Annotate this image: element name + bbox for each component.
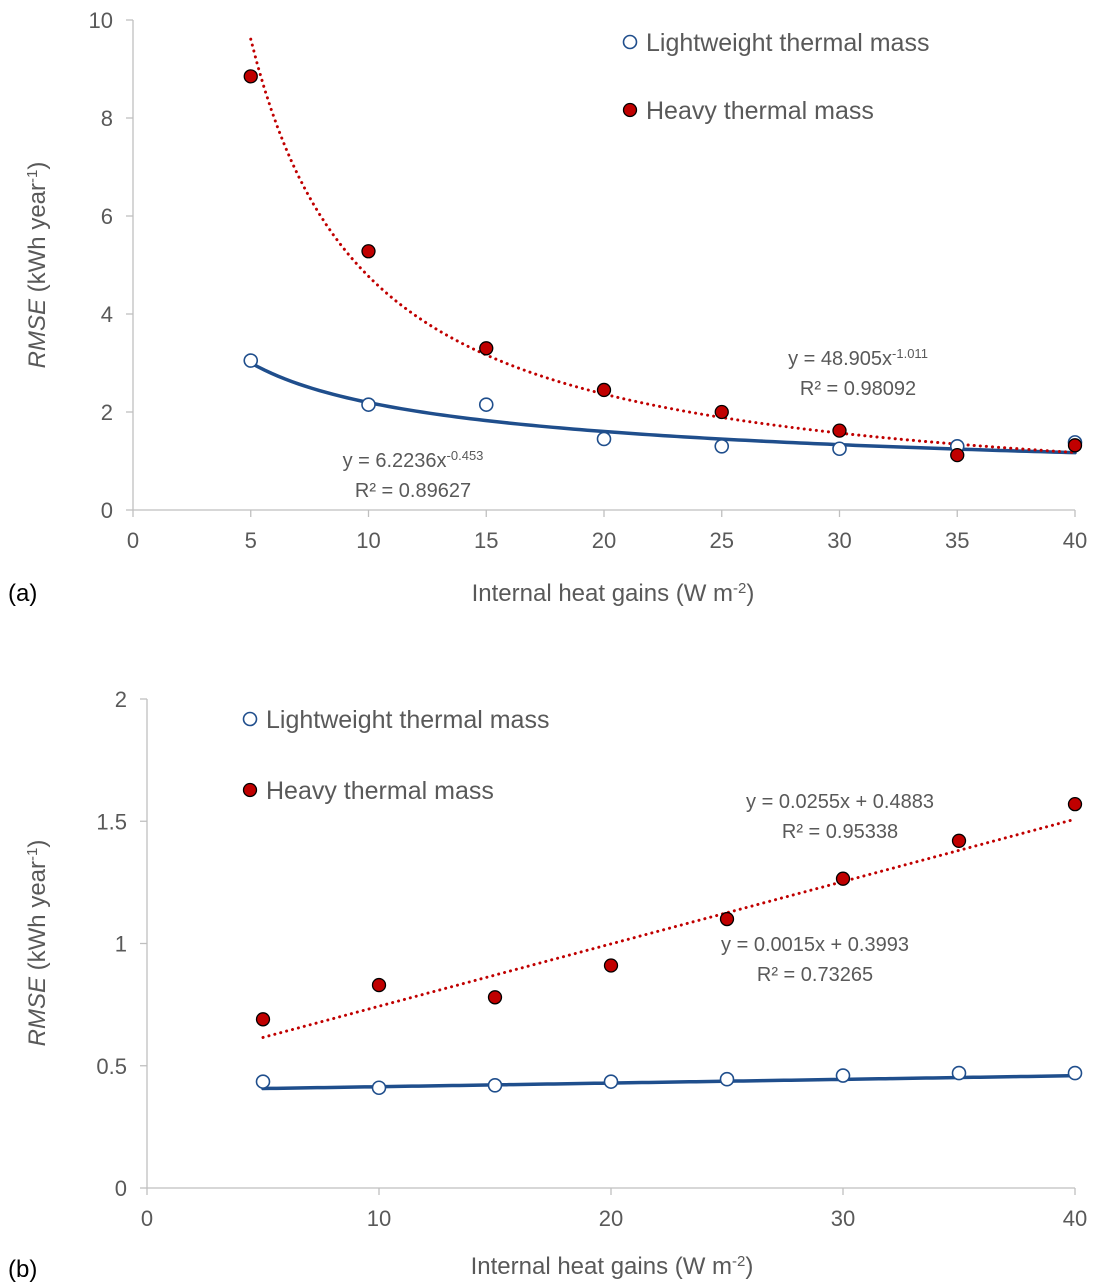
x-axis-title: Internal heat gains (W m-2) (472, 580, 755, 608)
data-point-lightweight (714, 438, 730, 454)
x-tick-label: 10 (356, 528, 380, 553)
x-tick-label: 20 (599, 1206, 623, 1231)
data-point-lightweight (832, 441, 847, 457)
data-point-heavy (255, 1012, 271, 1027)
data-point-heavy (950, 447, 965, 463)
y-tick-label: 1.5 (96, 809, 127, 834)
data-point-heavy (1067, 438, 1083, 453)
data-point-heavy (714, 404, 729, 420)
chart-panel-b: 0 0.5 1 1.5 2 0 10 20 30 40 Internal heat gains (W… (0, 643, 1100, 1287)
x-tick-label: 0 (127, 528, 139, 553)
legend-label-lightweight: Lightweight thermal mass (266, 706, 549, 734)
data-point-heavy (596, 382, 612, 398)
trendline-equation-heavy: y = 0.0255x + 0.4883 (746, 791, 934, 813)
y-tick-label: 4 (101, 302, 113, 327)
y-axis-title: RMSE (kWh year-1) (24, 840, 52, 1047)
x-tick-label: 15 (474, 528, 498, 553)
trendline-r2-lightweight: R² = 0.73265 (757, 964, 873, 986)
x-tick-label: 30 (831, 1206, 855, 1231)
legend-marker-heavy (242, 782, 258, 798)
data-point-heavy (371, 977, 387, 993)
data-point-heavy (243, 69, 258, 84)
data-point-lightweight (719, 1071, 735, 1087)
y-tick-label: 6 (101, 204, 113, 229)
y-tick-label: 0 (115, 1176, 127, 1201)
data-point-lightweight (1067, 1065, 1083, 1081)
data-point-lightweight (361, 397, 376, 412)
data-point-lightweight (371, 1080, 387, 1096)
data-point-heavy (361, 244, 376, 259)
trendline-equation-heavy: y = 48.905x-1.011 (788, 346, 928, 371)
data-point-heavy (719, 911, 735, 927)
legend-marker-heavy (622, 102, 638, 118)
legend-label-heavy: Heavy thermal mass (646, 97, 874, 125)
panel-label: (b) (8, 1256, 37, 1283)
data-point-heavy (487, 990, 503, 1005)
y-tick-label: 8 (101, 106, 113, 131)
trendline-lightweight (249, 361, 1077, 455)
x-tick-label: 10 (367, 1206, 391, 1231)
trendline-r2-lightweight: R² = 0.89627 (355, 480, 471, 502)
data-point-heavy (1067, 796, 1083, 812)
trendline-heavy (249, 37, 1077, 454)
x-axis-title: Internal heat gains (W m-2) (471, 1253, 754, 1281)
x-tick-label: 30 (827, 528, 851, 553)
legend-label-lightweight: Lightweight thermal mass (646, 29, 929, 57)
y-tick-label: 2 (115, 687, 127, 712)
x-tick-label: 40 (1063, 1206, 1087, 1231)
data-point-lightweight (951, 1065, 967, 1081)
x-tick-label: 35 (945, 528, 969, 553)
y-tick-label: 10 (89, 8, 113, 33)
data-point-lightweight (596, 431, 612, 447)
y-tick-label: 0 (101, 498, 113, 523)
data-point-lightweight (487, 1078, 503, 1093)
x-tick-label: 5 (245, 528, 257, 553)
y-tick-label: 0.5 (96, 1054, 127, 1079)
data-point-heavy (832, 423, 847, 438)
data-point-heavy (479, 341, 494, 356)
trendline-r2-heavy: R² = 0.98092 (800, 378, 916, 400)
data-point-lightweight (835, 1068, 851, 1083)
x-tick-label: 0 (141, 1206, 153, 1231)
y-tick-label: 2 (101, 400, 113, 425)
trendline-lightweight (261, 1073, 1077, 1091)
data-point-heavy (835, 871, 851, 886)
data-point-lightweight (478, 397, 494, 412)
trendline-r2-heavy: R² = 0.95338 (782, 821, 898, 843)
trendline-heavy (261, 817, 1077, 1039)
legend-marker-lightweight (622, 34, 638, 50)
chart-a-svg: 0 2 4 6 8 10 0 5 10 15 20 25 30 35 40 Internal heat gai… (8, 8, 1087, 608)
x-tick-label: 20 (592, 528, 616, 553)
data-point-heavy (603, 958, 619, 973)
x-tick-label: 40 (1063, 528, 1087, 553)
x-tick-label: 25 (710, 528, 734, 553)
legend-label-heavy: Heavy thermal mass (266, 777, 494, 805)
trendline-equation-lightweight: y = 0.0015x + 0.3993 (721, 934, 909, 956)
y-tick-label: 1 (115, 932, 127, 957)
y-axis-title: RMSE (kWh year-1) (24, 162, 52, 369)
data-point-heavy (951, 833, 967, 848)
chart-panel-a: 0 2 4 6 8 10 0 5 10 15 20 25 30 35 40 Internal heat gai… (0, 0, 1100, 640)
legend-marker-lightweight (242, 711, 258, 727)
trendline-equation-lightweight: y = 6.2236x-0.453 (343, 448, 484, 473)
data-point-lightweight (243, 353, 259, 368)
data-point-lightweight (255, 1074, 271, 1089)
panel-label: (a) (8, 580, 37, 607)
data-point-lightweight (603, 1074, 619, 1089)
